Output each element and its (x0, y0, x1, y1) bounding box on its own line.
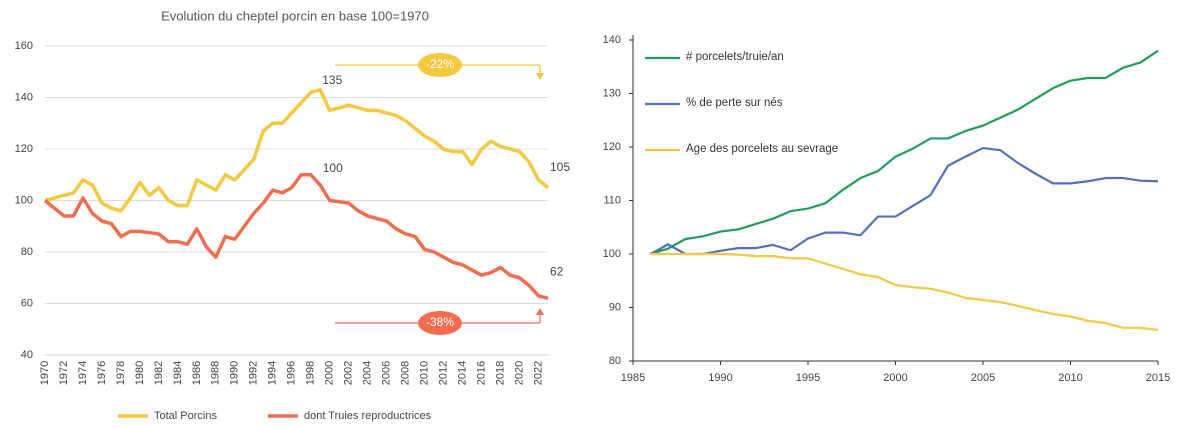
x-tick-label: 1996 (286, 361, 298, 385)
x-tick-label: 2015 (1146, 372, 1170, 384)
x-tick-label: 2014 (456, 361, 468, 385)
x-tick-label: 2004 (362, 361, 374, 385)
y-tick-label: 90 (609, 301, 621, 313)
x-tick-label: 2000 (883, 372, 907, 384)
annotation-arrow (536, 73, 544, 80)
x-tick-label: 1990 (229, 361, 241, 385)
x-tick-label: 1982 (153, 361, 165, 385)
x-tick-label: 1988 (210, 361, 222, 385)
x-tick-label: 1990 (708, 372, 732, 384)
x-tick-label: 2005 (971, 372, 995, 384)
legend-label: dont Truies reproductrices (304, 410, 432, 422)
x-tick-label: 2010 (1058, 372, 1082, 384)
chart-title: Evolution du cheptel porcin en base 100=… (161, 8, 429, 23)
x-tick-label: 1998 (305, 361, 317, 385)
x-tick-label: 2016 (475, 361, 487, 385)
y-tick-label: 80 (21, 246, 33, 258)
annotation: -38% (426, 315, 454, 329)
annotation: -22% (426, 57, 454, 71)
y-tick-label: 120 (15, 143, 33, 155)
x-tick-label: 2010 (419, 361, 431, 385)
x-tick-label: 2008 (400, 361, 412, 385)
y-tick-label: 140 (15, 91, 33, 103)
legend-label: Total Porcins (154, 410, 217, 422)
legend-label: Age des porcelets au sevrage (686, 143, 839, 155)
x-tick-label: 1985 (621, 372, 645, 384)
annotation: 62 (550, 265, 564, 279)
legend-label: # porcelets/truie/an (686, 51, 784, 63)
x-tick-label: 2000 (324, 361, 336, 385)
x-tick-label: 1972 (58, 361, 70, 385)
y-tick-label: 160 (15, 40, 33, 52)
x-tick-label: 2006 (381, 361, 393, 385)
x-tick-label: 1970 (39, 361, 51, 385)
annotation: 105 (550, 160, 570, 174)
annotation: 135 (322, 73, 342, 87)
series-line (43, 173, 549, 301)
legend-label: % de perte sur nés (686, 97, 783, 109)
annotation-bubble (418, 53, 462, 77)
y-tick-label: 120 (603, 141, 621, 153)
y-tick-label: 130 (603, 87, 621, 99)
x-tick-label: 1986 (191, 361, 203, 385)
y-tick-label: 110 (603, 194, 621, 206)
annotation-arrow (536, 308, 544, 315)
y-tick-label: 40 (21, 349, 33, 361)
annotation-bubble (418, 311, 462, 335)
x-tick-label: 1976 (96, 361, 108, 385)
series-line (650, 252, 1159, 332)
x-tick-label: 1980 (134, 361, 146, 385)
x-tick-label: 2002 (343, 361, 355, 385)
x-tick-label: 1994 (267, 361, 279, 385)
x-tick-label: 2020 (513, 361, 525, 385)
x-tick-label: 1984 (172, 361, 184, 385)
y-tick-label: 140 (603, 34, 621, 46)
y-tick-label: 100 (603, 248, 621, 260)
y-tick-label: 80 (609, 355, 621, 367)
x-tick-label: 2012 (438, 361, 450, 385)
x-tick-label: 1978 (115, 361, 127, 385)
x-tick-label: 2018 (494, 361, 506, 385)
series-line (649, 146, 1159, 256)
series-line (650, 49, 1159, 256)
y-tick-label: 60 (21, 297, 33, 309)
x-tick-label: 1974 (77, 361, 89, 385)
x-tick-label: 1992 (248, 361, 260, 385)
x-tick-label: 2022 (532, 361, 544, 385)
x-tick-label: 1995 (796, 372, 820, 384)
series-line (44, 88, 550, 213)
y-tick-label: 100 (15, 194, 33, 206)
annotation: 100 (323, 161, 343, 175)
